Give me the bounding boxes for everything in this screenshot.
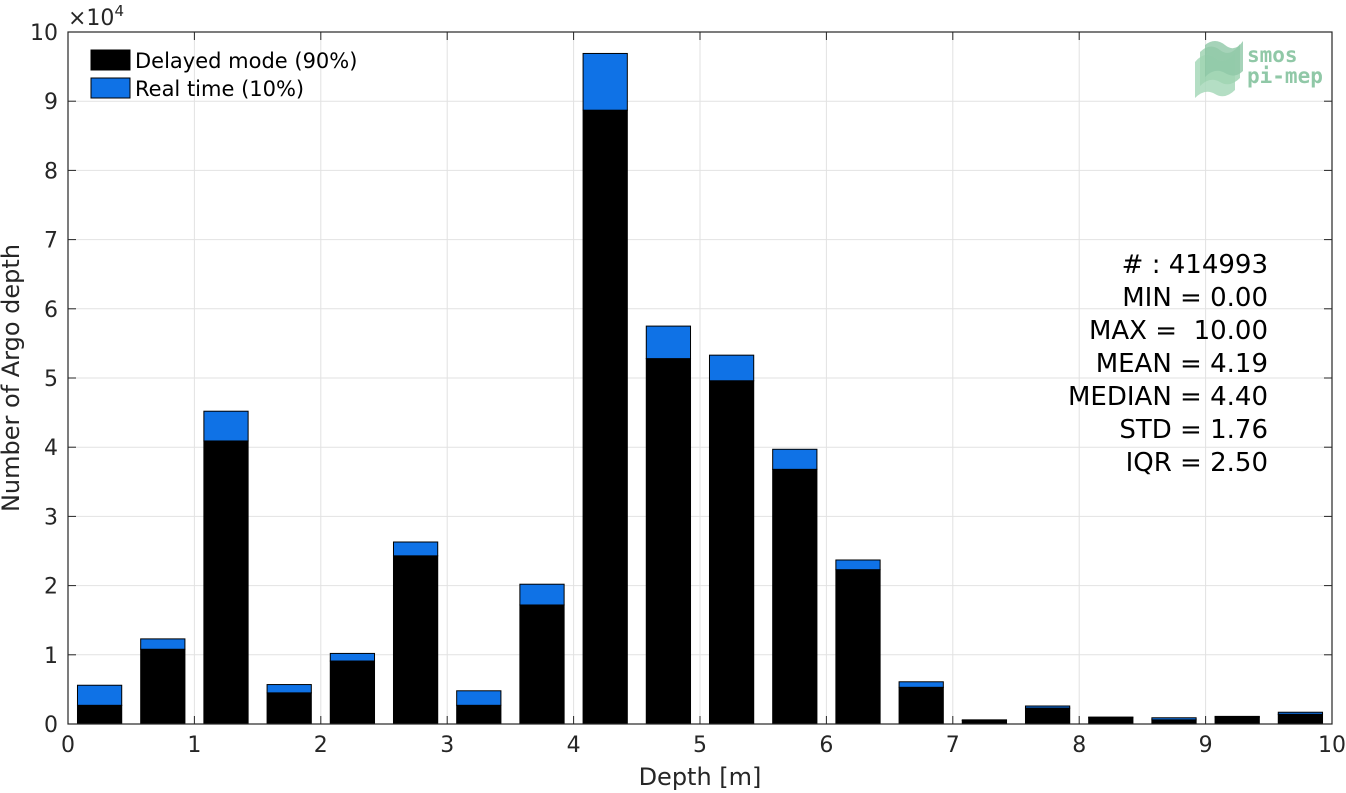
stats-annotation: # : 414993 MIN = 0.00 MAX = 10.00 MEAN =… [1068, 250, 1268, 478]
x-tick-label: 4 [567, 733, 581, 758]
bar-delayed-mode [645, 358, 692, 725]
stats-median: MEDIAN = 4.40 [1068, 382, 1268, 412]
bar-delayed-mode [1088, 717, 1134, 725]
bar-real-time [1277, 711, 1324, 715]
stats-std: STD = 1.76 [1119, 415, 1268, 445]
bar-real-time [898, 681, 944, 688]
bar-delayed-mode [519, 604, 565, 725]
bar-delayed-mode [1024, 707, 1071, 725]
x-tick-label: 2 [314, 733, 328, 758]
smos-pimep-logo: smos pi-mep [1195, 41, 1323, 98]
legend-swatch-delayed [90, 49, 131, 71]
bar-real-time [708, 354, 755, 382]
bar-delayed-mode [140, 648, 186, 725]
bar-delayed-mode [582, 109, 628, 725]
legend-label-delayed: Delayed mode (90%) [135, 49, 357, 73]
bar-delayed-mode [266, 692, 312, 725]
bar-real-time [1214, 715, 1260, 718]
bar-real-time [645, 325, 692, 360]
x-tick-label: 9 [1199, 733, 1213, 758]
bar-delayed-mode [1277, 713, 1324, 725]
stats-count: # : 414993 [1122, 250, 1268, 280]
legend: Delayed mode (90%) Real time (10%) [90, 49, 357, 101]
bar-delayed-mode [392, 555, 439, 725]
x-tick-label: 6 [819, 733, 833, 758]
y-axis-title: Number of Argo depth [0, 244, 25, 512]
bar-real-time [961, 719, 1008, 722]
bar-real-time [772, 448, 818, 470]
tick-labels: 0 1 2 3 4 5 6 7 8 9 10 0 1 2 3 4 5 6 7 8 9 10 [30, 21, 1346, 758]
x-tick-label: 7 [946, 733, 960, 758]
bar-real-time [1088, 716, 1134, 719]
bar-real-time [266, 684, 312, 694]
logo-line1: smos [1247, 43, 1298, 67]
y-tick-label: 7 [44, 229, 58, 254]
bar-delayed-mode [1214, 716, 1260, 725]
bar-delayed-mode [456, 704, 502, 725]
x-tick-label: 1 [187, 733, 201, 758]
x-axis-title: Depth [m] [639, 763, 762, 791]
stats-min: MIN = 0.00 [1122, 283, 1268, 313]
stats-mean: MEAN = 4.19 [1096, 349, 1268, 379]
x-tick-label: 0 [61, 733, 75, 758]
legend-swatch-realtime [90, 77, 131, 99]
bar-delayed-mode [898, 686, 944, 725]
axis-ticks [67, 31, 1333, 725]
y-tick-label: 0 [44, 713, 58, 738]
bar-real-time [582, 52, 628, 111]
bar-real-time [140, 638, 186, 650]
bar-delayed-mode [203, 440, 249, 725]
y-tick-label: 1 [44, 644, 58, 669]
bar-delayed-mode [76, 704, 123, 725]
y-tick-label: 4 [44, 436, 58, 461]
y-tick-label: 10 [30, 21, 58, 46]
y-tick-label: 6 [44, 298, 58, 323]
wave-icon [1195, 41, 1243, 98]
stats-iqr: IQR = 2.50 [1126, 448, 1268, 478]
bar-real-time [456, 690, 502, 706]
stats-max: MAX = 10.00 [1089, 316, 1268, 346]
bar-real-time [203, 410, 249, 442]
bar-delayed-mode [835, 569, 881, 725]
bar-real-time [519, 583, 565, 606]
bar-delayed-mode [1151, 719, 1197, 725]
x-tick-label: 8 [1072, 733, 1086, 758]
y-tick-label: 9 [44, 90, 58, 115]
bar-real-time [1151, 717, 1197, 721]
bar-delayed-mode [772, 468, 818, 725]
y-multiplier-label: ×104 [68, 2, 124, 31]
y-tick-label: 8 [44, 159, 58, 184]
logo-line2: pi-mep [1247, 64, 1323, 88]
bar-real-time [835, 559, 881, 571]
y-tick-label: 5 [44, 367, 58, 392]
bar-real-time [392, 541, 439, 557]
bars [76, 52, 1324, 725]
y-tick-label: 2 [44, 575, 58, 600]
bar-real-time [76, 684, 123, 706]
bar-delayed-mode [329, 660, 376, 725]
bar-real-time [1024, 705, 1071, 709]
x-tick-label: 3 [440, 733, 454, 758]
x-tick-label: 10 [1318, 733, 1346, 758]
y-tick-label: 3 [44, 505, 58, 530]
legend-label-realtime: Real time (10%) [135, 77, 304, 101]
bar-real-time [329, 652, 376, 662]
x-tick-label: 5 [693, 733, 707, 758]
bar-delayed-mode [708, 380, 755, 725]
grid-lines [68, 32, 1332, 724]
